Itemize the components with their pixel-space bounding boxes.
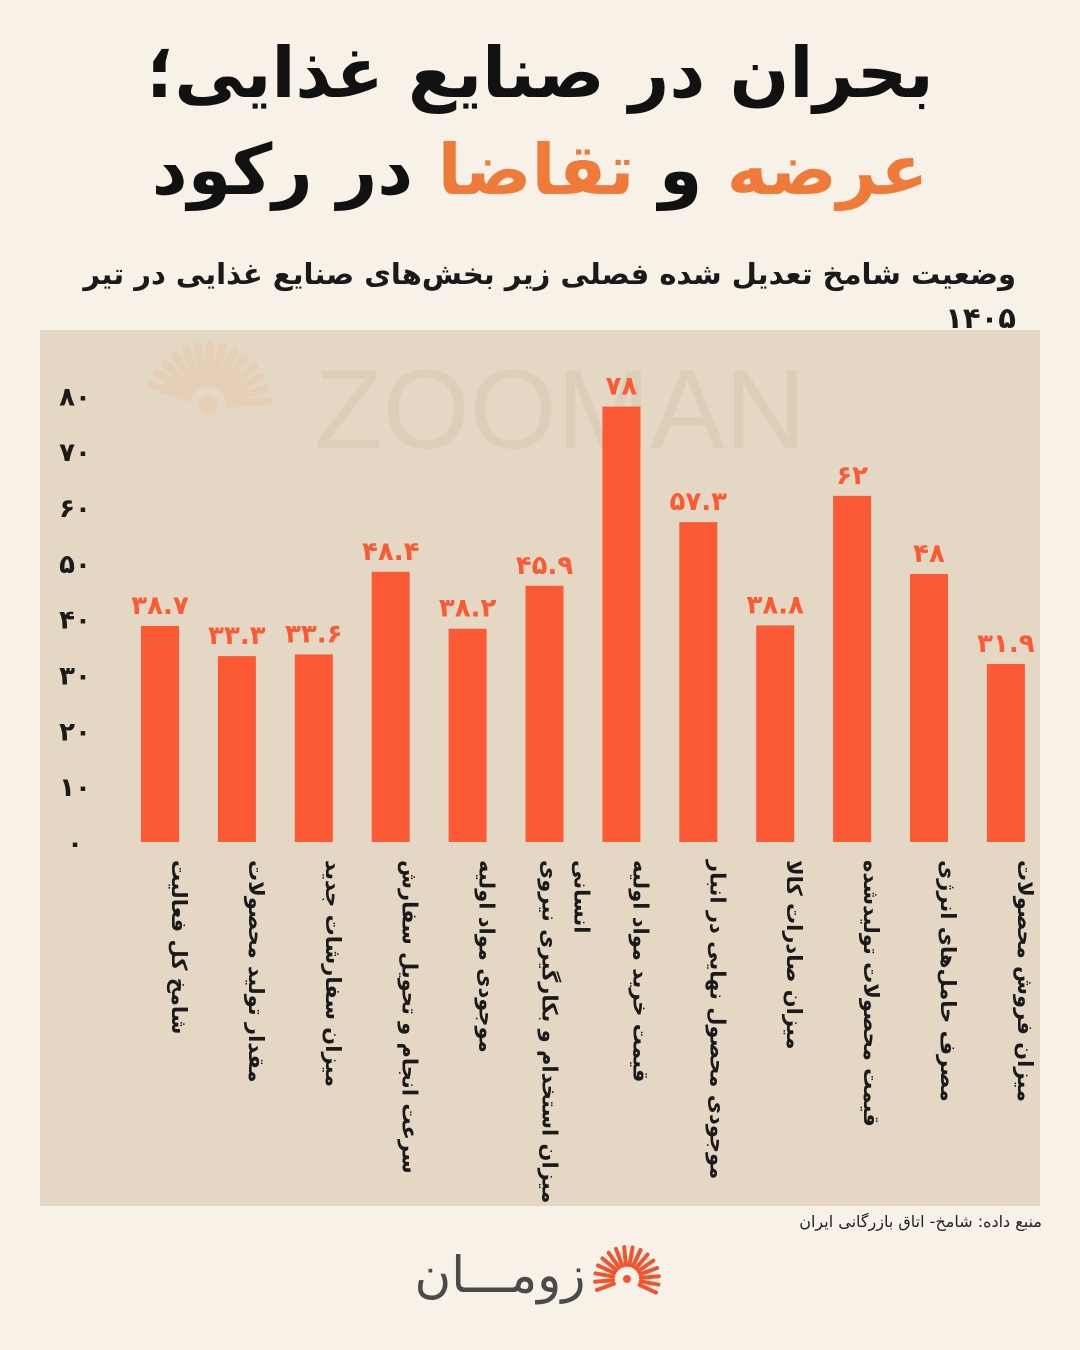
x-tick-label: میزان استخدام و بکارگیری نیروی انسانی xyxy=(538,860,594,1203)
x-tick-label-line: قیمت محصولات تولیدشده xyxy=(859,860,883,1127)
bar xyxy=(756,625,795,842)
x-tick-label-line: مصرف حامل‌های انرژی xyxy=(936,860,960,1102)
x-tick-label-line: مقدار تولید محصولات xyxy=(244,860,268,1083)
x-tick-label-line: شامخ کل فعالیت xyxy=(167,860,191,1034)
y-tick-label: ۲۰ xyxy=(59,717,91,747)
bar-value-label: ۳۸.۲ xyxy=(439,594,497,624)
y-tick-label: ۱۰ xyxy=(59,773,91,803)
x-tick-label-line: میزان استخدام و بکارگیری نیروی xyxy=(538,860,563,1203)
bar-value-label: ۴۸ xyxy=(913,539,945,569)
x-tick-label: سرعت انجام و تحویل سفارش xyxy=(398,860,422,1174)
bar xyxy=(986,663,1025,842)
bar-value-label: ۳۸.۸ xyxy=(746,590,804,620)
bar-value-label: ۶۲ xyxy=(836,461,868,491)
title-conjunction: و xyxy=(658,129,703,211)
watermark-sun-icon xyxy=(147,341,272,415)
bar-value-label: ۵۷.۳ xyxy=(670,487,728,517)
x-tick-label: موجودی محصول نهایی در انبار xyxy=(705,859,729,1179)
bar-value-label: ۷۸ xyxy=(606,372,638,402)
bar xyxy=(833,495,872,842)
chart-panel: ZOOMAN ۰ ۱۰ ۲۰ ۳۰ ۴۰ ۵۰ ۶۰ ۷۰ ۸۰ ۳۸.۷ ۳۳.۳ ۳۳.۶ ۴۸.… xyxy=(40,330,1040,1206)
x-tick-label-line: میزان صادرات کالا xyxy=(782,860,806,1049)
bars xyxy=(141,406,1025,842)
bar xyxy=(141,625,179,842)
title-rest: در رکود xyxy=(151,129,414,211)
bar xyxy=(371,571,410,842)
x-tick-label: مقدار تولید محصولات xyxy=(244,860,268,1083)
x-tick-label: مصرف حامل‌های انرژی xyxy=(936,860,960,1102)
value-labels: ۳۸.۷ ۳۳.۳ ۳۳.۶ ۴۸.۴ ۳۸.۲ ۴۵.۹ ۷۸ ۵۷.۳ ۳۸.۸ ۶۲ ۴۸ ۳۱… xyxy=(131,372,1035,659)
x-axis-labels: شامخ کل فعالیت مقدار تولید محصولات میزان س… xyxy=(167,859,1037,1203)
bar xyxy=(679,522,718,842)
x-tick-label-line: موجودی مواد اولیه xyxy=(475,860,499,1053)
bar xyxy=(294,654,333,842)
bar-value-label: ۳۸.۷ xyxy=(131,591,189,621)
y-tick-label: ۴۰ xyxy=(59,606,91,636)
x-tick-label: میزان فروش محصولات xyxy=(1013,860,1037,1102)
title-line-2: عرضه و تقاضا در رکود xyxy=(60,125,1020,215)
y-tick-label: ۰ xyxy=(67,829,83,859)
bar xyxy=(602,406,641,842)
y-tick-label: ۶۰ xyxy=(59,494,91,524)
title-accent-demand: تقاضا xyxy=(437,129,635,211)
x-tick-label-line: میزان فروش محصولات xyxy=(1013,860,1037,1102)
y-tick-label: ۳۰ xyxy=(59,662,91,692)
bar xyxy=(448,628,487,842)
bar-value-label: ۳۳.۳ xyxy=(208,621,266,651)
x-tick-label: میزان صادرات کالا xyxy=(782,860,806,1049)
logo-text: زومـــان xyxy=(414,1246,586,1304)
y-axis: ۰ ۱۰ ۲۰ ۳۰ ۴۰ ۵۰ ۶۰ ۷۰ ۸۰ xyxy=(59,382,91,859)
x-tick-label: شامخ کل فعالیت xyxy=(167,860,191,1034)
bar-chart: ZOOMAN ۰ ۱۰ ۲۰ ۳۰ ۴۰ ۵۰ ۶۰ ۷۰ ۸۰ ۳۸.۷ ۳۳.۳ ۳۳.۶ ۴۸.… xyxy=(59,341,1037,1203)
bar-value-label: ۳۳.۶ xyxy=(285,619,342,649)
x-tick-label-line: موجودی محصول نهایی در انبار xyxy=(705,859,729,1179)
bar xyxy=(910,574,948,842)
chart-subtitle: وضعیت شامخ تعدیل شده فصلی زیر بخش‌های صن… xyxy=(83,257,1016,335)
title-line-1: بحران در صنایع غذایی؛ xyxy=(146,32,934,114)
x-tick-label-line: قیمت خرید مواد اولیه xyxy=(628,860,652,1082)
x-tick-label-line: سرعت انجام و تحویل سفارش xyxy=(398,860,422,1174)
x-tick-label: میزان سفارشات جدید xyxy=(321,860,345,1087)
x-tick-label: موجودی مواد اولیه xyxy=(475,860,499,1053)
bar xyxy=(217,656,256,842)
x-tick-label-line: انسانی xyxy=(570,860,594,933)
bar xyxy=(525,585,564,842)
bar-value-label: ۳۱.۹ xyxy=(977,629,1035,659)
y-tick-label: ۷۰ xyxy=(59,438,91,468)
x-tick-label: قیمت محصولات تولیدشده xyxy=(859,860,883,1127)
y-tick-label: ۵۰ xyxy=(59,550,91,580)
bar-value-label: ۴۸.۴ xyxy=(362,537,419,567)
data-source: منبع داده: شامخ- اتاق بازرگانی ایران xyxy=(799,1212,1042,1231)
y-tick-label: ۸۰ xyxy=(59,382,91,412)
x-tick-label: قیمت خرید مواد اولیه xyxy=(628,860,652,1082)
watermark: ZOOMAN xyxy=(147,341,806,472)
brand-logo: زومـــان xyxy=(410,1240,670,1320)
title-accent-supply: عرضه xyxy=(726,129,929,211)
bar-value-label: ۴۵.۹ xyxy=(516,551,574,581)
sunburst-icon xyxy=(593,1245,661,1295)
x-tick-label-line: میزان سفارشات جدید xyxy=(321,860,345,1087)
watermark-text: ZOOMAN xyxy=(314,347,806,472)
